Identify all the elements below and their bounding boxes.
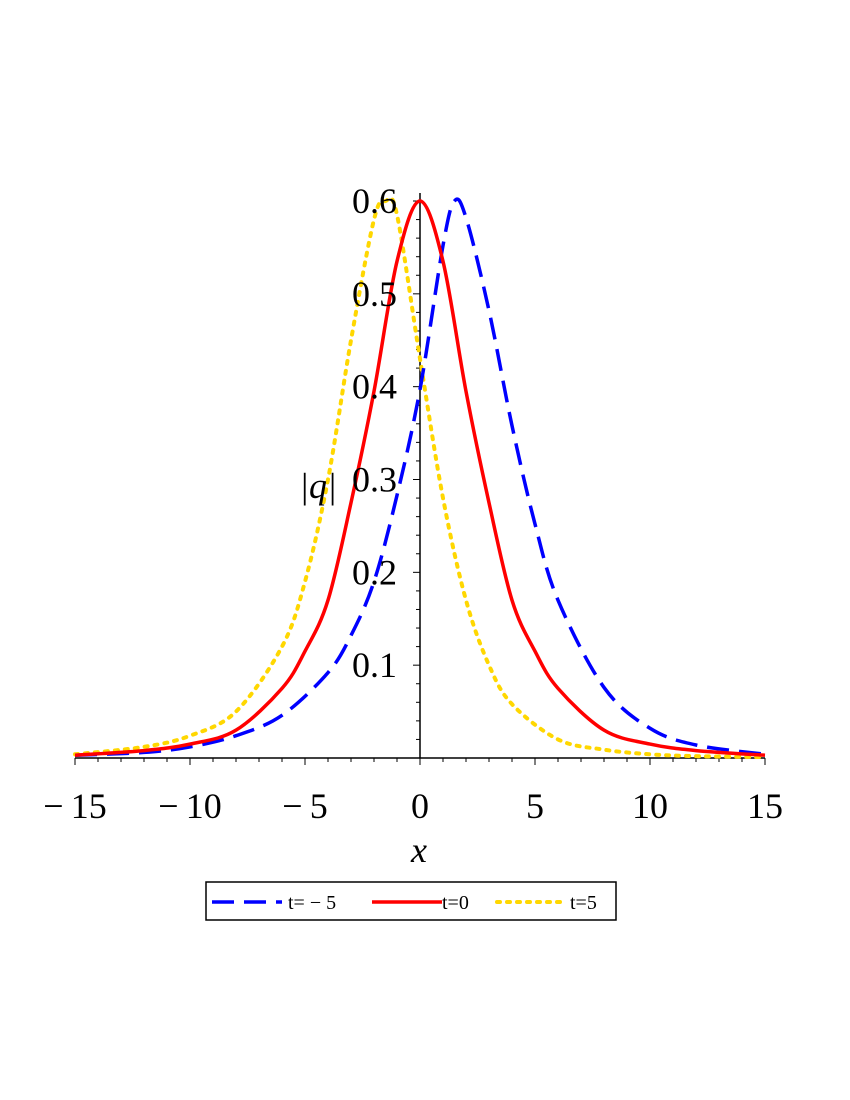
y-axis-label: |q| [299,466,337,506]
y-tick-label: 0.4 [352,367,397,407]
x-tick-label: 5 [526,786,544,826]
x-tick-label: − 5 [282,786,328,826]
axes [74,193,766,765]
curves [73,195,767,760]
x-tick-label: 15 [747,786,783,826]
x-tick-label: 10 [632,786,668,826]
series-line-dashed [74,197,766,757]
series-line-dotted [73,195,767,760]
y-tick-label: 0.3 [352,460,397,500]
series-line-solid [74,199,766,757]
y-tick-label: 0.2 [352,552,397,592]
x-tick-label: − 10 [158,786,222,826]
legend-label: t=5 [570,892,597,914]
y-tick-label: 0.5 [352,274,397,314]
y-tick-label: 0.1 [352,645,397,685]
y-tick-label: 0.6 [352,181,397,221]
tick-labels: − 15 − 10 − 5 0 5 10 15 0.1 0.2 0.3 0.4 0.5 0.6 [43,181,783,826]
x-axis-label: x [410,830,427,870]
legend-label: t= − 5 [288,892,336,914]
legend-label: t=0 [442,892,469,914]
x-tick-label: − 15 [43,786,107,826]
legend: t= − 5 t=0 t=5 [205,881,617,921]
x-tick-label: 0 [411,786,429,826]
